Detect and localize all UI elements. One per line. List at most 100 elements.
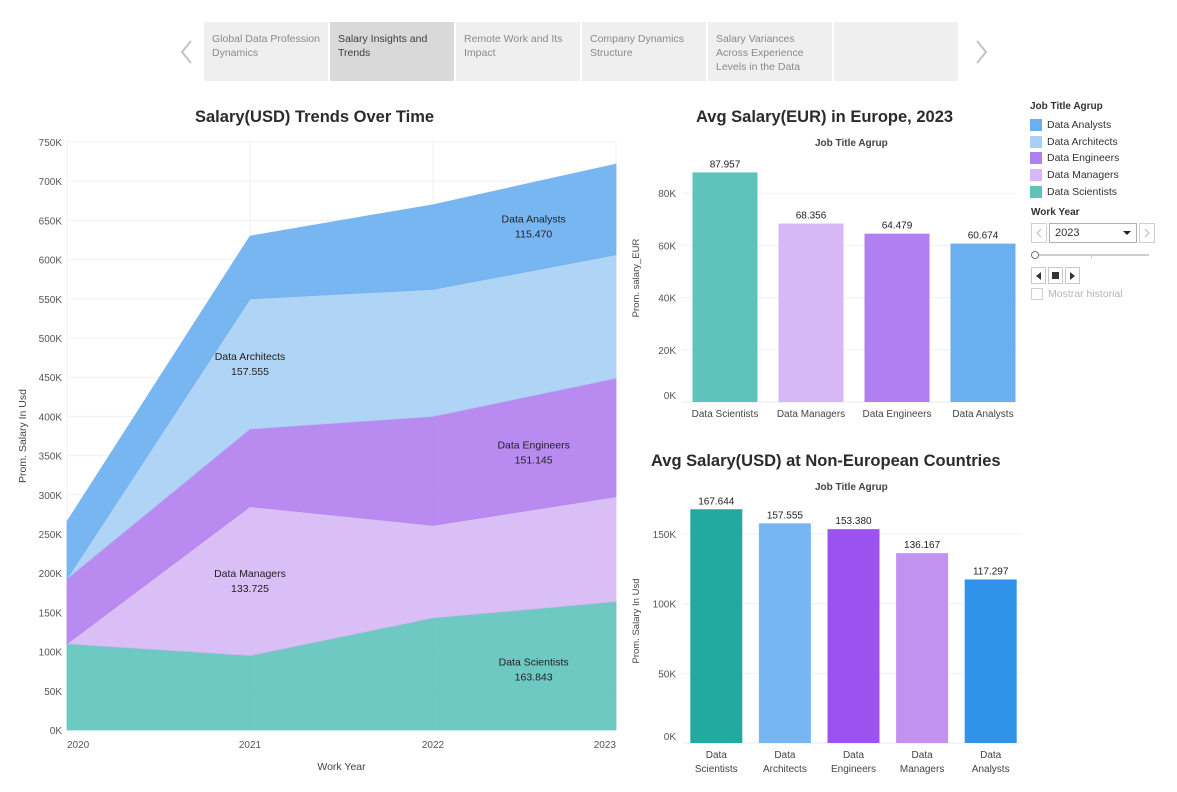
data-label: 136.167 — [904, 540, 941, 551]
bar-data-analysts — [950, 243, 1016, 402]
slider-tick — [1091, 256, 1092, 259]
y-tick-label: 400K — [39, 412, 63, 423]
legend-item-data-managers[interactable]: Data Managers — [1030, 167, 1170, 184]
stop-button[interactable] — [1048, 267, 1063, 284]
y-tick-label: 60K — [658, 241, 676, 252]
show-history-checkbox[interactable]: Mostrar historial — [1031, 288, 1159, 300]
slider-thumb[interactable] — [1031, 251, 1039, 259]
x-tick-label: Data Managers — [777, 409, 845, 420]
legend-item-data-engineers[interactable]: Data Engineers — [1030, 150, 1170, 167]
x-tick-label: Data — [980, 750, 1002, 761]
legend-item-data-scientists[interactable]: Data Scientists — [1030, 183, 1170, 200]
y-tick-label: 450K — [39, 373, 63, 384]
x-tick-label: 2020 — [67, 740, 90, 751]
filter-title: Work Year — [1031, 207, 1080, 218]
work-year-value: 2023 — [1055, 227, 1080, 239]
x-tick-label: Data Analysts — [952, 409, 1013, 420]
legend-label: Data Managers — [1047, 169, 1119, 182]
series-value-label: 115.470 — [515, 228, 552, 240]
bar-data-architects — [758, 523, 811, 743]
story-point-1[interactable]: Global Data Profession Dynamics — [204, 22, 328, 81]
series-value-label: 157.555 — [231, 366, 269, 378]
next-year-button[interactable] — [1139, 223, 1155, 243]
legend-swatch — [1030, 169, 1042, 182]
story-point-4[interactable]: Company Dynamics Structure — [582, 22, 706, 81]
play-backward-icon — [1035, 271, 1041, 280]
y-axis-label: Prom. salary_EUR — [631, 239, 642, 318]
data-label: 153.380 — [835, 516, 872, 527]
legend-item-data-architects[interactable]: Data Architects — [1030, 134, 1170, 151]
x-tick-label: 2023 — [594, 740, 617, 751]
y-tick-label: 150K — [39, 608, 63, 619]
show-history-label: Mostrar historial — [1048, 288, 1123, 300]
x-tick-label: Data — [843, 750, 865, 761]
y-tick-label: 250K — [39, 530, 63, 541]
x-tick-label: Scientists — [695, 764, 738, 775]
y-tick-label: 550K — [39, 295, 63, 306]
bar-data-managers — [896, 553, 949, 743]
bar-data-engineers — [864, 233, 930, 402]
y-tick-label: 500K — [39, 334, 63, 345]
data-label: 117.297 — [973, 566, 1009, 577]
bar-data-engineers — [827, 529, 880, 743]
bar-data-analysts — [964, 579, 1017, 743]
y-tick-label: 0K — [664, 732, 677, 743]
previous-year-button[interactable] — [1031, 223, 1047, 243]
previous-story-point-button[interactable] — [176, 36, 200, 68]
y-tick-label: 100K — [39, 648, 63, 659]
bar-data-scientists — [692, 172, 758, 402]
data-label: 167.644 — [698, 496, 735, 507]
y-tick-label: 50K — [658, 669, 676, 680]
x-tick-label: 2022 — [422, 740, 445, 751]
series-name-label: Data Managers — [214, 568, 286, 580]
data-label: 68.356 — [796, 211, 827, 222]
y-tick-label: 0K — [664, 391, 677, 402]
checkbox-icon — [1031, 288, 1043, 300]
series-value-label: 163.843 — [515, 671, 553, 683]
data-label: 157.555 — [767, 510, 804, 521]
story-navigator: Global Data Profession Dynamics Salary I… — [176, 22, 992, 82]
x-tick-label: Managers — [900, 764, 944, 775]
y-tick-label: 20K — [658, 346, 676, 357]
story-points: Global Data Profession Dynamics Salary I… — [204, 22, 958, 81]
play-forward-button[interactable] — [1065, 267, 1080, 284]
series-name-label: Data Engineers — [497, 440, 569, 452]
x-tick-label: Data — [774, 750, 796, 761]
chevron-right-icon — [1144, 229, 1150, 237]
series-value-label: 151.145 — [515, 455, 553, 467]
series-name-label: Data Scientists — [499, 656, 569, 668]
y-tick-label: 40K — [658, 294, 676, 305]
x-axis-label: Work Year — [317, 761, 366, 773]
work-year-slider[interactable] — [1031, 251, 1149, 259]
non-europe-chart-header: Job Title Agrup — [815, 482, 888, 493]
y-axis-label: Prom. Salary In Usd — [631, 579, 642, 664]
y-tick-label: 600K — [39, 256, 63, 267]
europe-salary-bar-chart: 0K 20K 40K 60K 80K 87.957 Data Scientists 68.35… — [631, 159, 1016, 420]
europe-chart-header: Job Title Agrup — [815, 138, 888, 149]
story-point-6[interactable] — [834, 22, 958, 81]
legend-item-data-analysts[interactable]: Data Analysts — [1030, 117, 1170, 134]
x-tick-label: Data — [912, 750, 934, 761]
non-europe-salary-bar-chart: 0K 50K 100K 150K 167.644 Data Scientists 157.55… — [631, 496, 1022, 775]
x-tick-label: 2021 — [239, 740, 262, 751]
legend-label: Data Architects — [1047, 135, 1118, 148]
area-chart-title: Salary(USD) Trends Over Time — [195, 108, 435, 126]
series-name-label: Data Architects — [215, 351, 286, 363]
legend-title: Job Title Agrup — [1030, 101, 1103, 112]
x-tick-label: Engineers — [831, 764, 876, 775]
story-point-3[interactable]: Remote Work and Its Impact — [456, 22, 580, 81]
story-point-5[interactable]: Salary Variances Across Experience Level… — [708, 22, 832, 81]
x-tick-label: Data Engineers — [863, 409, 932, 420]
work-year-dropdown[interactable]: 2023 — [1049, 223, 1137, 243]
next-story-point-button[interactable] — [968, 36, 992, 68]
play-backward-button[interactable] — [1031, 267, 1046, 284]
legend-label: Data Engineers — [1047, 152, 1120, 165]
legend-swatch — [1030, 135, 1042, 148]
story-point-2[interactable]: Salary Insights and Trends — [330, 22, 454, 81]
series-name-label: Data Analysts — [502, 213, 566, 225]
chevron-right-icon — [976, 40, 988, 64]
area-data-analysts — [66, 163, 617, 581]
bar-data-managers — [778, 223, 844, 402]
legend-label: Data Analysts — [1047, 119, 1112, 132]
work-year-filter: Work Year 2023 Mostrar historial — [1031, 207, 1159, 300]
